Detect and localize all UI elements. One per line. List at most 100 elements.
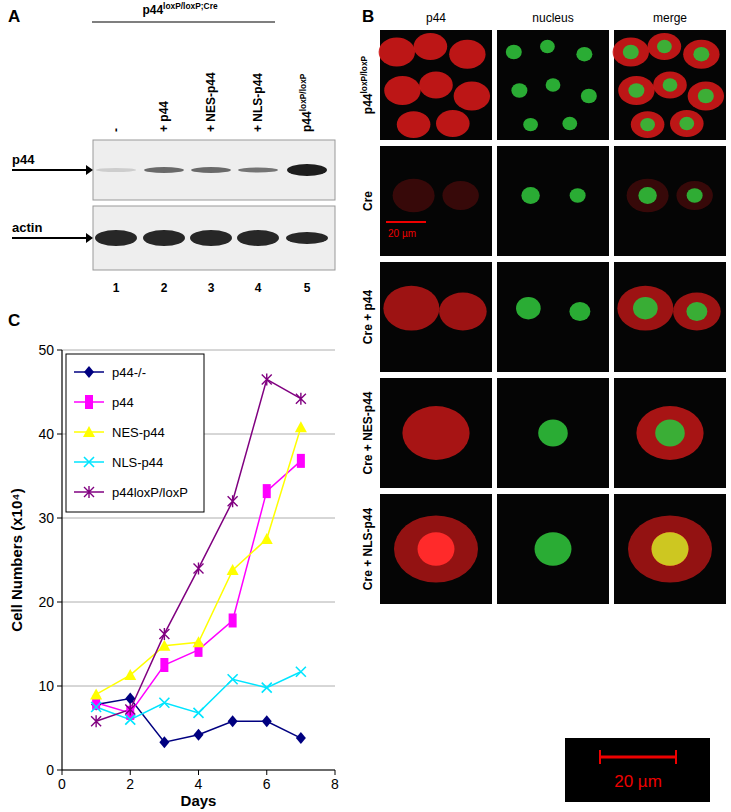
micrograph: [497, 378, 609, 488]
tick-mark: [57, 686, 62, 687]
cell-nucleus: [546, 78, 561, 91]
y-tick-label: 50: [38, 342, 54, 358]
cell-nucleus: [698, 89, 714, 104]
cell-cytoplasm: [397, 111, 431, 138]
cell-cytoplasm: [393, 179, 435, 213]
tick-mark: [57, 434, 62, 435]
y-tick-label: 20: [38, 594, 54, 610]
p44-band: [191, 167, 231, 173]
grid-line: [62, 686, 335, 687]
row-label-base: Cre: [361, 191, 375, 211]
data-point: [124, 669, 136, 680]
cell-cytoplasm: [688, 81, 724, 110]
cell-nucleus: [693, 47, 709, 62]
data-point: [194, 562, 204, 574]
tick-mark: [62, 770, 63, 775]
column-header: nucleus: [532, 11, 573, 25]
p44-band: [287, 164, 327, 176]
lane-label-base: + NLS-p44: [251, 73, 265, 132]
scale-bar-end: [675, 750, 677, 764]
cell-nucleus: [540, 40, 555, 53]
lane-number: 5: [304, 281, 311, 295]
data-point: [227, 564, 239, 575]
cell-cytoplasm: [379, 37, 415, 66]
blot-strip: [93, 140, 335, 200]
row-arrow: [12, 237, 86, 239]
scale-bar-end: [599, 750, 601, 764]
cell-nucleus: [569, 302, 590, 321]
grid-line: [62, 602, 335, 603]
cell-cytoplasm: [676, 181, 712, 210]
cell-nucleus: [538, 420, 568, 447]
x-tick-label: 0: [58, 776, 66, 792]
cell-nuclear-signal: [652, 532, 689, 566]
cell-cytoplasm: [631, 111, 665, 138]
cell-cytoplasm: [449, 40, 485, 69]
data-point: [125, 693, 135, 705]
cell-cytoplasm: [436, 110, 470, 137]
row-label-base: Cre + p44: [361, 289, 375, 344]
legend-marker: [84, 486, 94, 498]
cell-nucleus: [535, 532, 572, 566]
y-tick-label: 30: [38, 510, 54, 526]
tick-mark: [266, 770, 267, 775]
cell-cytoplasm: [613, 37, 649, 66]
lane-number: 3: [208, 281, 215, 295]
row-label: Cre: [361, 191, 375, 211]
legend-label: p44-/-: [112, 365, 146, 380]
row-label: Cre + p44: [361, 289, 375, 344]
x-tick-label: 6: [263, 776, 271, 792]
cell-nucleus: [686, 302, 707, 321]
cell-cytoplasm: [402, 406, 469, 460]
tick-mark: [335, 770, 336, 775]
lane-label: + p44: [157, 101, 171, 132]
cell-cytoplasm: [670, 110, 704, 137]
row-arrowhead: [86, 233, 93, 243]
cell-nucleus: [623, 45, 639, 60]
panel-label: A: [8, 7, 20, 26]
cell-nucleus: [521, 187, 539, 204]
tick-mark: [130, 770, 131, 775]
grid-line: [62, 518, 335, 519]
data-point: [91, 715, 101, 727]
data-point: [159, 736, 169, 748]
lane-label-base: -: [109, 128, 123, 132]
header-line: [92, 21, 275, 22]
cell-cytoplasm: [673, 292, 721, 330]
data-point: [229, 613, 237, 627]
lane-number: 2: [161, 281, 168, 295]
cell-nucleus: [581, 89, 597, 104]
micrograph: [380, 378, 492, 488]
cell-nucleus: [576, 47, 592, 62]
actin-band: [286, 232, 328, 244]
data-point: [228, 674, 238, 684]
legend-label: p44: [112, 395, 134, 410]
micrograph: [380, 494, 492, 604]
data-point: [228, 495, 238, 507]
figure: Ap44loxP/loxP;Cre-+ p44+ NES-p44+ NLS-p4…: [0, 0, 731, 812]
legend-label: p44loxP/loxP: [112, 485, 188, 500]
lane-label-base: p44: [300, 111, 314, 132]
data-point: [158, 640, 170, 651]
cell-cytoplasm: [454, 81, 490, 110]
lane-label: p44loxP/loxP: [298, 73, 314, 132]
micrograph: [497, 146, 609, 256]
data-point: [262, 373, 272, 385]
micrograph: [614, 378, 726, 488]
micrograph: [380, 146, 492, 256]
actin-band: [95, 230, 137, 246]
micrograph: [614, 30, 726, 140]
blot-strip: [93, 206, 335, 270]
cell-nucleus: [523, 118, 538, 131]
cell-cytoplasm: [384, 76, 420, 105]
y-axis-label: Cell Numbers (x10⁴): [8, 488, 25, 631]
cell-cytoplasm: [683, 40, 719, 69]
scale-bar: [600, 756, 676, 759]
micrograph: [614, 494, 726, 604]
cell-nucleus: [633, 297, 658, 319]
lane-label-base: + p44: [157, 101, 171, 132]
y-tick-label: 10: [38, 678, 54, 694]
blot-row-label: actin: [12, 220, 42, 235]
x-tick-label: 8: [331, 776, 339, 792]
cell-nucleus: [506, 45, 522, 60]
